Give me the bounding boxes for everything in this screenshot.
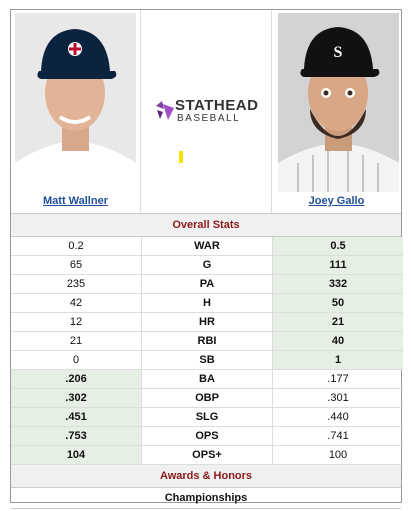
- left-stat-value: 65: [11, 255, 142, 275]
- awards-honors-header: Awards & Honors: [11, 465, 401, 488]
- left-stat-value: 104: [11, 445, 142, 465]
- stat-row-h: 42 H 50: [11, 293, 403, 313]
- stat-row-ops-plus: 104 OPS+ 100: [11, 445, 403, 465]
- yellow-marker: [179, 151, 183, 163]
- left-player-name-link[interactable]: Matt Wallner: [43, 195, 108, 207]
- logo-column: STATHEAD BASEBALL: [141, 10, 271, 213]
- right-stat-value: 50: [272, 293, 403, 313]
- stat-row-obp: .302 OBP .301: [11, 388, 403, 408]
- stat-label: SLG: [141, 407, 273, 427]
- right-stat-value: 1: [272, 350, 403, 370]
- left-player-photo[interactable]: [15, 13, 136, 192]
- stat-label: H: [141, 293, 273, 313]
- left-stat-value: 42: [11, 293, 142, 313]
- stat-row-sb: 0 SB 1: [11, 350, 403, 370]
- stathead-brand-text: STATHEAD: [175, 97, 259, 114]
- right-player-name-link[interactable]: Joey Gallo: [308, 195, 365, 207]
- stat-label: OPS: [141, 426, 273, 446]
- right-stat-value: 111: [272, 255, 403, 275]
- right-stat-value: 332: [272, 274, 403, 294]
- players-header: Matt Wallner STATHEAD BASEBALL: [11, 10, 401, 214]
- stathead-logo[interactable]: STATHEAD BASEBALL: [155, 97, 265, 126]
- left-player-column: Matt Wallner: [11, 10, 141, 213]
- right-stat-value: 21: [272, 312, 403, 332]
- stat-row-g: 65 G 111: [11, 255, 403, 275]
- overall-stats-header: Overall Stats: [11, 214, 401, 237]
- left-stat-value: 235: [11, 274, 142, 294]
- right-stat-value: .177: [272, 369, 403, 389]
- right-stat-value: .741: [272, 426, 403, 446]
- left-stat-value: .451: [11, 407, 142, 427]
- left-stat-value: 12: [11, 312, 142, 332]
- stat-row-slg: .451 SLG .440: [11, 407, 403, 427]
- stat-row-rbi: 21 RBI 40: [11, 331, 403, 351]
- stat-row-pa: 235 PA 332: [11, 274, 403, 294]
- left-stat-value: .302: [11, 388, 142, 408]
- stat-row-war: 0.2 WAR 0.5: [11, 237, 403, 256]
- championships-row: Championships: [11, 488, 401, 509]
- left-stat-value: 0.2: [11, 237, 142, 256]
- left-player-headshot-icon: [15, 13, 136, 192]
- stat-label: G: [141, 255, 273, 275]
- right-stat-value: .301: [272, 388, 403, 408]
- right-player-headshot-icon: S: [278, 13, 399, 192]
- stathead-sub-text: BASEBALL: [177, 113, 241, 124]
- stat-label: HR: [141, 312, 273, 332]
- stat-label: SB: [141, 350, 273, 370]
- left-stat-value: .753: [11, 426, 142, 446]
- stathead-mark-icon: [156, 101, 174, 120]
- stat-row-hr: 12 HR 21: [11, 312, 403, 332]
- right-stat-value: 40: [272, 331, 403, 351]
- comparison-card: Matt Wallner STATHEAD BASEBALL: [10, 9, 403, 509]
- stats-table: 0.2 WAR 0.5 65 G 111 235 PA 332 42 H 50 12 HR 21 21 RBI 4…: [11, 237, 403, 465]
- left-stat-value: 21: [11, 331, 142, 351]
- right-player-column: S Joey Gallo: [271, 10, 401, 213]
- stat-label: BA: [141, 369, 273, 389]
- svg-text:S: S: [334, 44, 343, 61]
- right-stat-value: .440: [272, 407, 403, 427]
- stat-label: RBI: [141, 331, 273, 351]
- right-player-photo[interactable]: S: [278, 13, 399, 192]
- stat-row-ba: .206 BA .177: [11, 369, 403, 389]
- right-stat-value: 100: [272, 445, 403, 465]
- stat-label: OPS+: [141, 445, 273, 465]
- stat-label: PA: [141, 274, 273, 294]
- left-stat-value: 0: [11, 350, 142, 370]
- stat-row-ops: .753 OPS .741: [11, 426, 403, 446]
- left-stat-value: .206: [11, 369, 142, 389]
- stat-label: WAR: [141, 237, 273, 256]
- stat-label: OBP: [141, 388, 273, 408]
- right-stat-value: 0.5: [272, 237, 403, 256]
